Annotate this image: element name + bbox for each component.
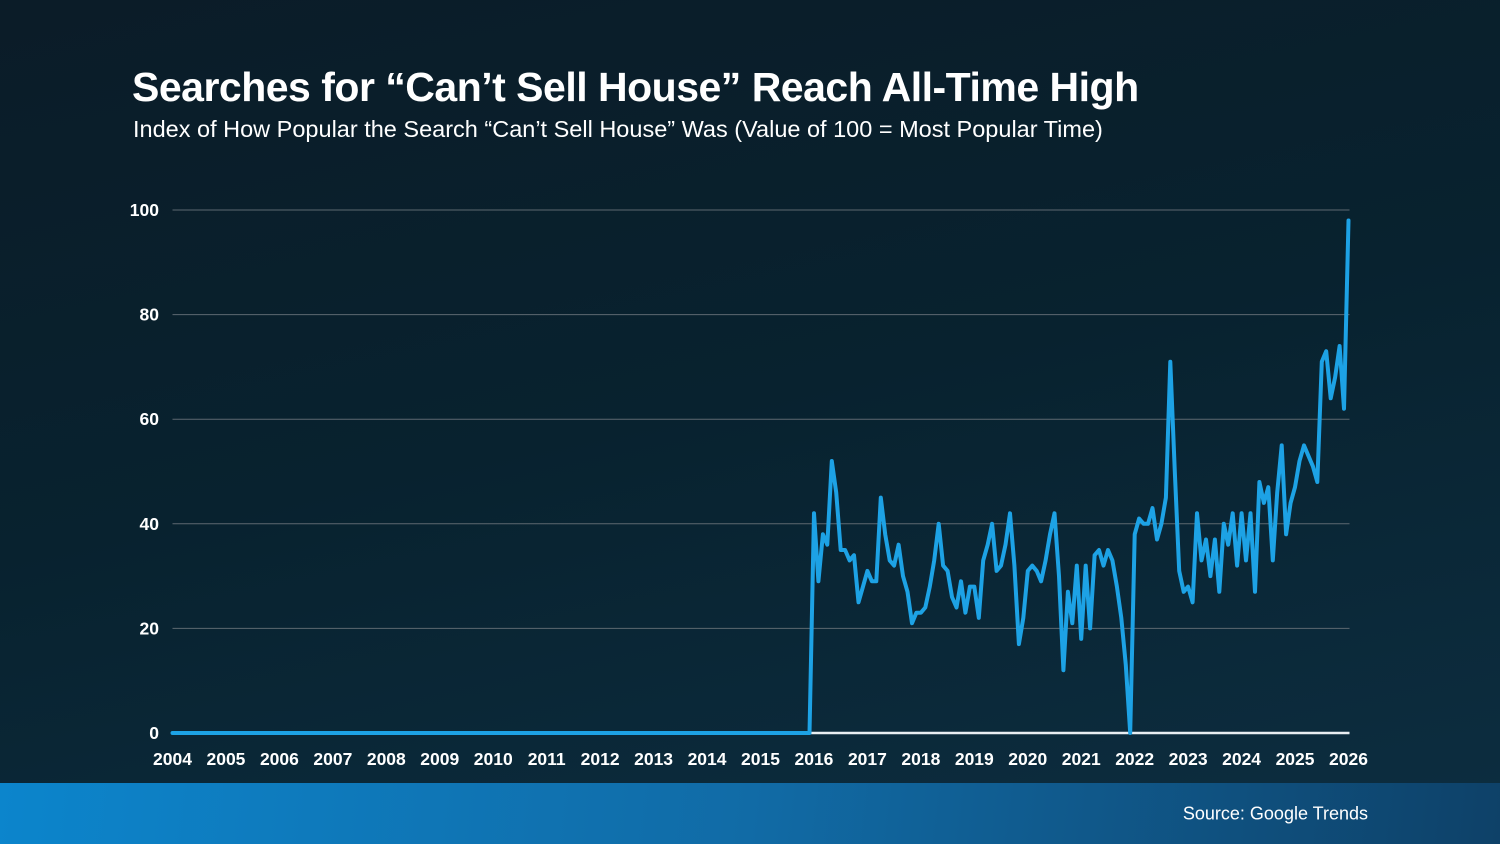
x-tick-label-2006: 2006 xyxy=(260,749,299,769)
x-tick-label-2017: 2017 xyxy=(848,749,887,769)
x-tick-label-2020: 2020 xyxy=(1008,749,1047,769)
x-tick-label-2019: 2019 xyxy=(955,749,994,769)
x-tick-label-2024: 2024 xyxy=(1222,749,1261,769)
y-tick-label-100: 100 xyxy=(130,200,159,220)
x-tick-label-2014: 2014 xyxy=(688,749,727,769)
x-tick-label-2026: 2026 xyxy=(1329,749,1368,769)
x-tick-label-2010: 2010 xyxy=(474,749,513,769)
x-tick-label-2007: 2007 xyxy=(313,749,352,769)
source-label: Source: Google Trends xyxy=(1182,803,1368,823)
footer-bar: Source: Google Trends xyxy=(0,783,1500,844)
x-tick-label-2021: 2021 xyxy=(1062,749,1101,769)
x-tick-label-2016: 2016 xyxy=(794,749,833,769)
x-tick-label-2023: 2023 xyxy=(1169,749,1208,769)
x-tick-label-2011: 2011 xyxy=(528,749,566,769)
x-tick-label-2018: 2018 xyxy=(901,749,940,769)
chart-title: Searches for “Can’t Sell House” Reach Al… xyxy=(132,64,1139,110)
x-tick-label-2013: 2013 xyxy=(634,749,673,769)
x-tick-label-2008: 2008 xyxy=(367,749,406,769)
x-tick-label-2012: 2012 xyxy=(581,749,620,769)
x-tick-label-2025: 2025 xyxy=(1276,749,1315,769)
chart-subtitle: Index of How Popular the Search “Can’t S… xyxy=(133,116,1103,142)
y-tick-label-60: 60 xyxy=(140,409,160,429)
y-tick-label-0: 0 xyxy=(149,723,159,743)
x-tick-label-2005: 2005 xyxy=(206,749,245,769)
y-tick-label-40: 40 xyxy=(140,514,160,534)
x-tick-label-2009: 2009 xyxy=(420,749,459,769)
y-tick-label-80: 80 xyxy=(140,305,160,325)
y-tick-label-20: 20 xyxy=(140,618,160,638)
x-tick-label-2004: 2004 xyxy=(153,749,192,769)
x-tick-label-2022: 2022 xyxy=(1115,749,1154,769)
search-index-trend-line xyxy=(170,218,1351,735)
x-tick-label-2015: 2015 xyxy=(741,749,780,769)
